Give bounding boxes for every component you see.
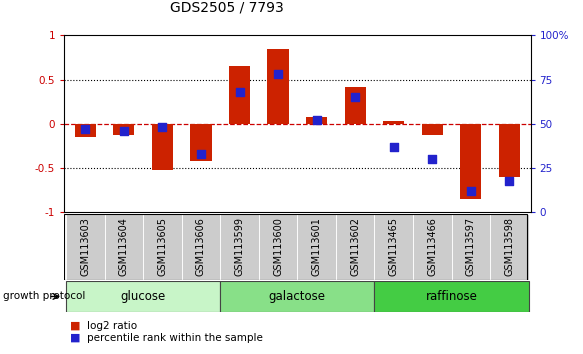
Text: GSM113600: GSM113600: [273, 217, 283, 276]
Point: [158, 125, 167, 130]
Point: [119, 128, 128, 134]
Bar: [383, 121, 404, 124]
Text: GSM113601: GSM113601: [311, 217, 322, 276]
Text: GSM113599: GSM113599: [234, 217, 244, 276]
Text: GSM113598: GSM113598: [504, 217, 514, 276]
Bar: [297, 214, 336, 280]
Bar: [75, 124, 96, 137]
Bar: [336, 214, 374, 280]
Point: [312, 118, 321, 123]
Bar: [113, 124, 135, 135]
Text: ■: ■: [70, 321, 80, 331]
Text: GSM113606: GSM113606: [196, 217, 206, 276]
Text: GDS2505 / 7793: GDS2505 / 7793: [170, 0, 285, 14]
Bar: [490, 214, 529, 280]
Text: GSM113603: GSM113603: [80, 217, 90, 276]
Bar: [374, 281, 529, 312]
Point: [505, 178, 514, 183]
Bar: [413, 214, 451, 280]
Text: GSM113604: GSM113604: [119, 217, 129, 276]
Point: [389, 144, 398, 150]
Bar: [229, 66, 250, 124]
Point: [466, 188, 476, 194]
Text: percentile rank within the sample: percentile rank within the sample: [87, 333, 264, 343]
Bar: [66, 214, 104, 280]
Point: [273, 72, 283, 77]
Point: [196, 151, 206, 157]
Text: GSM113465: GSM113465: [389, 217, 399, 276]
Bar: [422, 124, 443, 135]
Bar: [460, 124, 482, 199]
Bar: [143, 214, 182, 280]
Text: galactose: galactose: [269, 290, 326, 303]
Bar: [268, 48, 289, 124]
Text: ■: ■: [70, 333, 80, 343]
Text: growth protocol: growth protocol: [3, 291, 85, 302]
Bar: [104, 214, 143, 280]
Bar: [451, 214, 490, 280]
Point: [350, 95, 360, 100]
Text: GSM113605: GSM113605: [157, 217, 167, 276]
Text: glucose: glucose: [121, 290, 166, 303]
Point: [235, 89, 244, 95]
Bar: [220, 214, 259, 280]
Bar: [191, 124, 212, 161]
Text: log2 ratio: log2 ratio: [87, 321, 138, 331]
Text: GSM113466: GSM113466: [427, 217, 437, 276]
Point: [427, 156, 437, 162]
Bar: [498, 124, 520, 177]
Bar: [259, 214, 297, 280]
Text: GSM113602: GSM113602: [350, 217, 360, 276]
Bar: [182, 214, 220, 280]
Bar: [220, 281, 374, 312]
Bar: [306, 117, 327, 124]
Point: [80, 126, 90, 132]
Bar: [345, 87, 366, 124]
Bar: [66, 281, 220, 312]
Text: raffinose: raffinose: [426, 290, 477, 303]
Bar: [374, 214, 413, 280]
Text: GSM113597: GSM113597: [466, 217, 476, 276]
Bar: [152, 124, 173, 170]
